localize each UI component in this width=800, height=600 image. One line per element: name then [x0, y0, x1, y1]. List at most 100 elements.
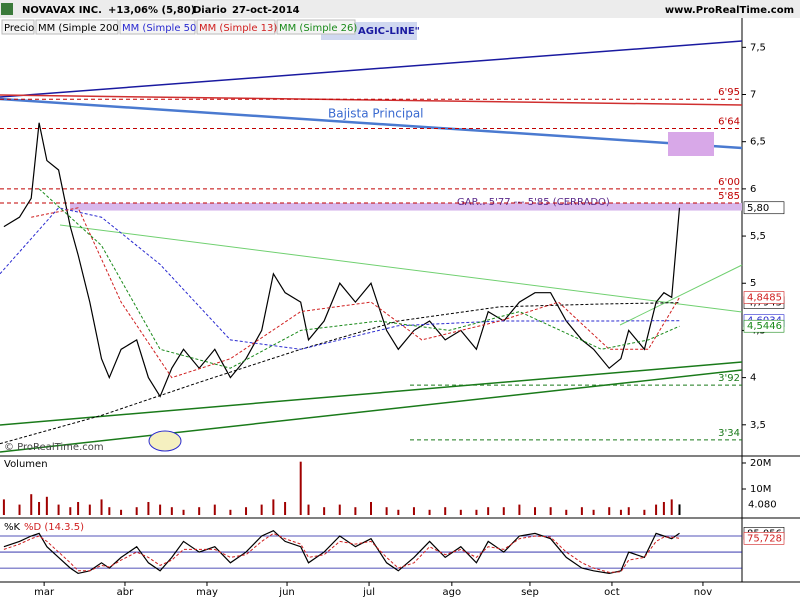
level-label: 3'92 — [718, 373, 740, 384]
volume-bar — [592, 509, 595, 515]
volume-bar — [534, 507, 537, 515]
y-tick-label: 5,5 — [750, 231, 766, 242]
volume-bar — [100, 499, 103, 515]
volume-bar — [159, 504, 162, 515]
volume-bar — [299, 461, 302, 515]
x-tick-label: abr — [117, 587, 134, 598]
last-value-label: 4,8485 — [747, 293, 782, 304]
volume-bar — [272, 499, 275, 515]
volume-bar — [549, 507, 552, 515]
last-value-box — [743, 291, 785, 304]
volume-bar — [108, 507, 111, 515]
volume-bar — [370, 501, 372, 515]
trend-line — [0, 361, 743, 426]
series-line — [3, 532, 680, 573]
last-value-label: 5,80 — [747, 203, 769, 214]
volume-bar — [88, 504, 91, 515]
change: +13,06% (5,80) — [108, 5, 195, 16]
y-tick-label: 4 — [750, 373, 756, 384]
volume-bar — [38, 501, 41, 515]
gap-label: GAP... 5'77 --- 5'85 (CERRADO) — [457, 197, 610, 208]
gap-band — [70, 203, 742, 211]
volume-bar — [323, 507, 326, 515]
period: Diario — [193, 5, 227, 16]
volume-bar — [147, 501, 150, 515]
volume-bar — [229, 509, 232, 515]
volume-bar — [397, 509, 400, 515]
last-value-label: 75,728 — [747, 533, 782, 544]
level-label: 6'00 — [718, 177, 740, 188]
y-tick-label: 6,5 — [750, 137, 766, 148]
legend-box — [119, 19, 196, 35]
volume-bar — [502, 507, 505, 515]
trend-line — [59, 224, 743, 313]
symbol: NOVAVAX INC. — [22, 5, 102, 16]
series-line — [0, 302, 680, 445]
volume-bar — [307, 504, 310, 515]
volume-bar — [2, 499, 5, 515]
x-tick-label: mar — [34, 587, 55, 598]
y-tick-label: 20M — [750, 458, 771, 469]
copyright: © ProRealTime.com — [4, 442, 104, 453]
trend-line — [619, 264, 743, 326]
legend: Precio MM (Simple 200) MM (Simple 50)MM (S… — [1, 19, 357, 35]
site: www.ProRealTime.com — [665, 5, 794, 16]
volume-bar — [385, 507, 388, 515]
volume-bar — [412, 507, 415, 515]
trend-line — [0, 369, 743, 453]
series-line — [31, 207, 680, 379]
x-tick-label: ago — [443, 587, 462, 598]
volume-bar — [643, 509, 646, 515]
volume-bar — [30, 494, 33, 515]
panel-title: Volumen — [4, 459, 48, 470]
trend-line — [0, 94, 743, 106]
x-tick-label: may — [196, 587, 218, 598]
volume-bar — [120, 509, 123, 515]
last-value-box — [743, 201, 785, 215]
volume-bar — [245, 507, 248, 515]
volume-bar — [655, 504, 658, 515]
volume-bar — [18, 504, 21, 515]
annotation: Bajista Principal — [328, 107, 424, 121]
target-zone — [668, 132, 714, 156]
volume-bar — [627, 507, 630, 515]
x-tick-label: nov — [694, 587, 712, 598]
volume-bar — [518, 504, 521, 515]
volume-bar — [284, 501, 287, 515]
legend-entry: MM (Simple 50) — [122, 23, 200, 34]
series-line — [3, 122, 681, 398]
volume-bar — [198, 507, 201, 515]
volume-bar — [57, 504, 60, 515]
last-value-box — [743, 319, 785, 333]
volume-bar — [69, 507, 72, 515]
level-label: 5'85 — [718, 191, 740, 202]
volume-bar — [428, 509, 431, 515]
legend-box — [35, 19, 119, 35]
volume-bar — [170, 507, 173, 515]
volume-bar — [487, 507, 490, 515]
volume-bar — [475, 509, 478, 515]
y-tick-label: 10M — [750, 484, 771, 495]
volume-bar — [459, 509, 462, 515]
header-bar — [0, 0, 800, 18]
annotation: AGIC-LINE" — [358, 26, 420, 37]
x-tick-label: sep — [521, 587, 539, 598]
menu-icon[interactable] — [1, 3, 13, 15]
y-tick-label: 7,5 — [750, 42, 766, 53]
y-tick-label: 6 — [750, 184, 756, 195]
volume-bar — [580, 507, 583, 515]
date: 27-oct-2014 — [232, 5, 300, 16]
legend-entry: MM (Simple 13) — [199, 23, 277, 34]
y-tick-label: 7 — [750, 90, 756, 101]
legend-entry: MM (Simple 200) — [38, 23, 123, 34]
legend-entry: Precio — [4, 23, 34, 34]
x-tick-label: jun — [278, 587, 294, 598]
trend-line — [0, 40, 743, 98]
legend-entry: %D (14.3.5) — [24, 522, 84, 533]
level-label: 3'34 — [718, 428, 740, 439]
trend-line — [0, 97, 743, 150]
level-label: 6'95 — [718, 87, 740, 98]
volume-bar — [619, 509, 622, 515]
x-tick-label: jul — [362, 587, 375, 598]
